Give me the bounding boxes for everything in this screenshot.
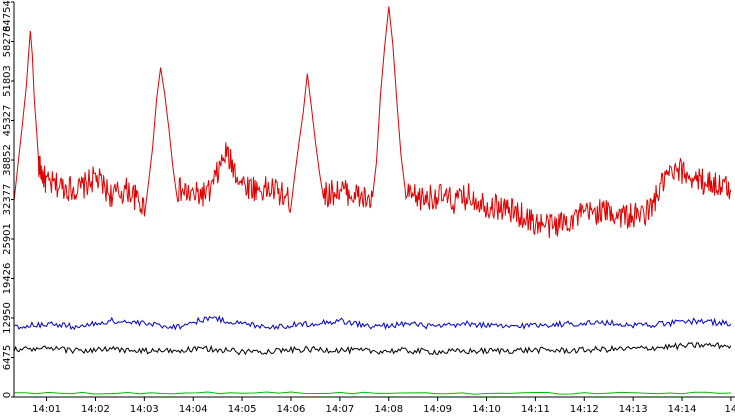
y-tick-label: 12950 (2, 302, 13, 334)
y-tick-label: 32377 (2, 184, 13, 216)
x-tick-label: 14:05 (228, 404, 257, 415)
y-tick-label: 51803 (2, 65, 13, 97)
series-line-1 (13, 6, 732, 239)
y-tick-label: 38852 (2, 144, 13, 176)
x-tick-label: 14:14 (668, 404, 697, 415)
series-layer (13, 6, 732, 395)
y-tick-label: 45327 (2, 105, 13, 137)
y-tick-label: 64754 (2, 0, 13, 32)
x-tick-label: 14:12 (570, 404, 599, 415)
series-line-4 (13, 391, 731, 395)
x-tick-label: 14 (725, 404, 735, 415)
x-tick-label: 14:07 (325, 404, 354, 415)
x-tick-label: 14:09 (423, 404, 452, 415)
x-axis-ticks: 14:01 14:02 14:03 14:04 14:05 14:06 14:07 14:08… (32, 397, 735, 415)
y-tick-label: 19426 (2, 263, 13, 295)
y-axis-ticks: 0 6475 12950 19426 25901 32377 38852 45327 51803… (2, 0, 14, 398)
x-tick-label: 14:06 (277, 404, 306, 415)
series-line-2 (13, 314, 732, 331)
x-tick-label: 14:11 (521, 404, 550, 415)
x-tick-label: 14:03 (130, 404, 159, 415)
x-tick-label: 14:04 (179, 404, 208, 415)
y-tick-label: 25901 (2, 223, 13, 255)
y-tick-label: 58278 (2, 26, 13, 58)
y-tick-label: 6475 (2, 345, 13, 370)
x-tick-label: 14:13 (619, 404, 648, 415)
x-tick-label: 14:02 (81, 404, 110, 415)
x-tick-label: 14:01 (32, 404, 61, 415)
x-tick-label: 14:08 (374, 404, 403, 415)
x-tick-label: 14:10 (472, 404, 501, 415)
series-line-3 (13, 341, 732, 356)
y-tick-label: 0 (2, 392, 13, 398)
